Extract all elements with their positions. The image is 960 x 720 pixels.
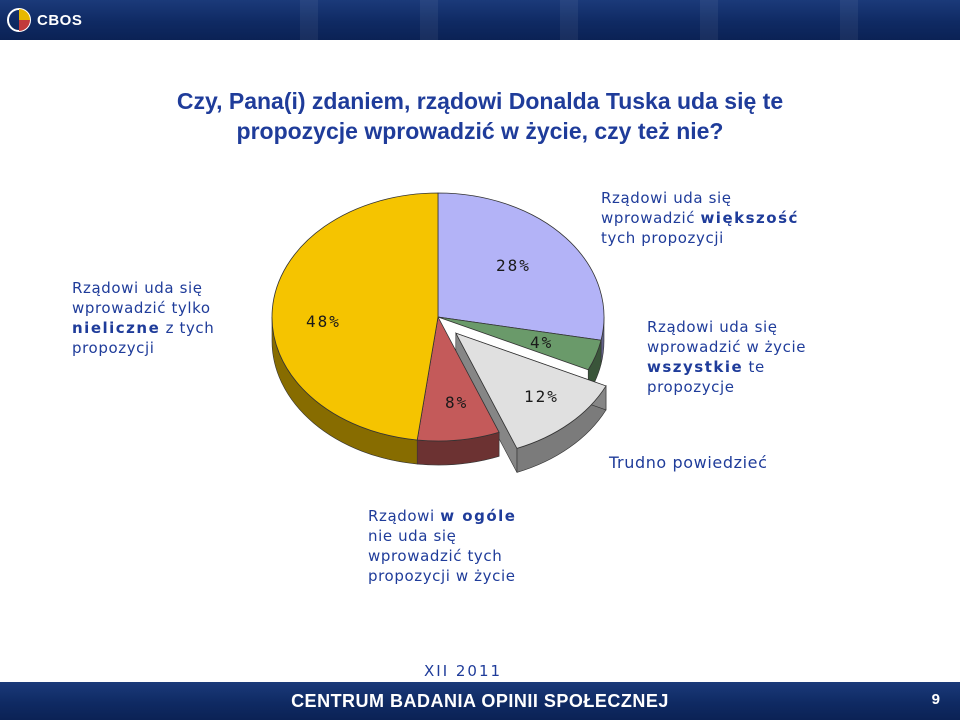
label-wszystkie: Rządowi uda się wprowadzić w życie wszys… bbox=[647, 318, 807, 396]
page-title: Czy, Pana(i) zdaniem, rządowi Donalda Tu… bbox=[30, 86, 930, 146]
pie-label-0: 48% bbox=[306, 312, 341, 331]
page-number: 9 bbox=[931, 691, 940, 708]
pie-slice-3 bbox=[454, 332, 607, 449]
pie-slice-1 bbox=[437, 192, 605, 341]
cbos-logo-icon bbox=[7, 8, 31, 32]
top-banner: CBOS bbox=[0, 0, 960, 40]
title-line-2: propozycje wprowadzić w życie, czy też n… bbox=[236, 118, 724, 144]
pie-label-1: 28% bbox=[496, 256, 531, 275]
pie-slice-2 bbox=[437, 316, 602, 371]
label-w-ogole: Rządowi w ogóle nie uda się wprowadzić t… bbox=[368, 507, 517, 585]
label-trudno-powiedziec: Trudno powiedzieć bbox=[609, 453, 768, 472]
pie-label-4: 8% bbox=[445, 393, 468, 412]
survey-date: XII 2011 bbox=[424, 662, 503, 680]
label-wiekszosc: Rządowi uda się wprowadzić większość tyc… bbox=[601, 189, 799, 247]
bottom-banner: CENTRUM BADANIA OPINII SPOŁECZNEJ 9 bbox=[0, 682, 960, 720]
organization-name: CENTRUM BADANIA OPINII SPOŁECZNEJ bbox=[291, 691, 669, 711]
pie-label-3: 12% bbox=[524, 387, 559, 406]
logo-text: CBOS bbox=[37, 11, 83, 29]
pie-label-2: 4% bbox=[530, 333, 553, 352]
cbos-logo: CBOS bbox=[6, 4, 92, 36]
pie-slice-0 bbox=[271, 192, 439, 441]
label-nieliczne: Rządowi uda się wprowadzić tylko nielicz… bbox=[72, 279, 215, 357]
title-line-1: Czy, Pana(i) zdaniem, rządowi Donalda Tu… bbox=[176, 88, 784, 114]
